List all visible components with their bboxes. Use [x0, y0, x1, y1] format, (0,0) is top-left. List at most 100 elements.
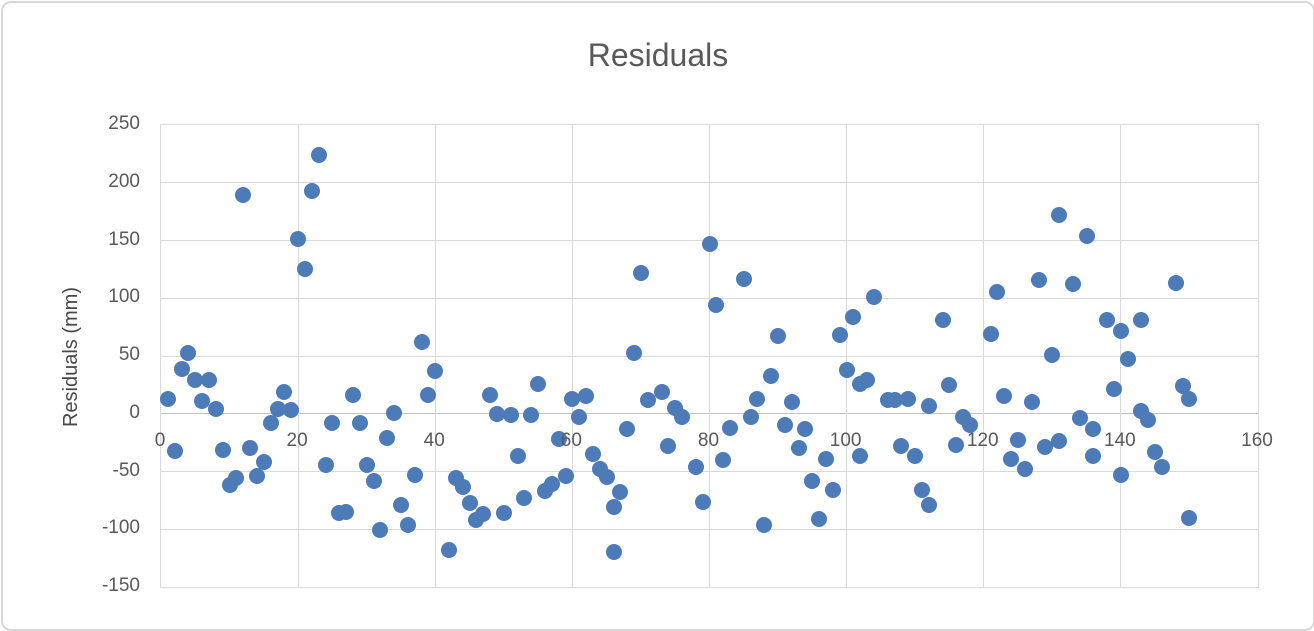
data-point: [413, 334, 430, 351]
data-point: [1085, 420, 1102, 437]
data-point: [365, 472, 382, 489]
data-point: [1167, 275, 1184, 292]
data-point: [228, 470, 245, 487]
data-point: [543, 476, 560, 493]
data-point: [790, 440, 807, 457]
data-point: [920, 496, 937, 513]
data-point: [194, 393, 211, 410]
data-point: [619, 420, 636, 437]
data-point: [653, 383, 670, 400]
data-point: [166, 442, 183, 459]
data-point: [372, 522, 389, 539]
data-point: [859, 372, 876, 389]
data-point: [351, 414, 368, 431]
data-point: [187, 372, 204, 389]
data-point: [578, 388, 595, 405]
data-point: [1154, 458, 1170, 475]
y-tick-label: -50: [112, 459, 140, 481]
data-point: [248, 468, 265, 485]
data-point: [783, 394, 800, 411]
data-point: [811, 510, 828, 527]
data-point: [379, 430, 396, 446]
data-point: [632, 264, 649, 281]
data-point: [920, 397, 937, 414]
data-point: [1051, 433, 1068, 450]
y-tick-label: 250: [108, 113, 140, 134]
data-point: [324, 414, 341, 431]
x-tick-label: 120: [966, 429, 999, 451]
x-tick-label: 140: [1104, 429, 1136, 451]
data-point: [283, 402, 300, 419]
data-point: [639, 391, 656, 408]
data-point: [523, 406, 540, 423]
data-point: [824, 481, 841, 498]
data-point: [310, 147, 327, 164]
gridline-vertical: [983, 125, 985, 587]
data-point: [1119, 351, 1136, 368]
data-point: [962, 417, 979, 434]
data-point: [242, 440, 259, 457]
gridline-vertical: [709, 125, 710, 587]
data-point: [207, 401, 224, 418]
data-point: [269, 401, 286, 418]
data-point: [914, 481, 931, 498]
data-point: [612, 484, 629, 501]
data-point: [1174, 378, 1191, 395]
data-point: [290, 231, 307, 248]
data-point: [1044, 346, 1061, 363]
data-point: [399, 516, 416, 533]
data-point: [763, 367, 780, 384]
data-point: [845, 308, 862, 325]
gridline-vertical: [571, 125, 573, 587]
data-point: [818, 450, 835, 467]
data-point: [1099, 312, 1116, 329]
data-point: [564, 390, 581, 407]
data-point: [866, 289, 883, 306]
y-tick-label: 200: [108, 170, 140, 192]
data-point: [715, 451, 732, 468]
data-point: [893, 438, 910, 455]
data-point: [303, 182, 320, 199]
data-point: [1003, 450, 1020, 467]
data-point: [687, 458, 704, 475]
data-point: [180, 344, 197, 361]
data-point: [831, 327, 848, 344]
data-point: [255, 454, 272, 471]
data-point: [338, 503, 355, 520]
data-point: [530, 375, 547, 392]
data-point: [749, 390, 766, 407]
y-tick-label: 0: [129, 401, 140, 423]
data-point: [571, 409, 588, 426]
data-point: [797, 420, 814, 437]
data-point: [344, 387, 361, 404]
data-point: [907, 448, 924, 465]
data-point: [461, 494, 478, 511]
data-point: [420, 387, 437, 404]
data-point: [584, 446, 601, 463]
data-point: [1106, 381, 1123, 398]
data-point: [276, 383, 293, 400]
data-point: [516, 490, 533, 507]
data-point: [1085, 448, 1102, 465]
data-point: [605, 544, 622, 561]
y-tick-label: -100: [101, 517, 140, 539]
data-point: [406, 466, 423, 483]
data-point: [200, 372, 217, 389]
y-tick-label: 100: [108, 286, 140, 308]
data-point: [900, 390, 917, 407]
data-point: [735, 270, 752, 287]
data-point: [475, 506, 492, 523]
data-point: [948, 436, 965, 453]
x-tick-label: 0: [154, 429, 166, 451]
data-point: [1133, 312, 1150, 329]
data-point: [1078, 227, 1095, 244]
data-point: [386, 404, 403, 421]
data-point: [317, 456, 334, 473]
data-point: [776, 417, 793, 434]
data-point: [1023, 394, 1040, 411]
x-tick-label: 40: [423, 429, 445, 451]
data-point: [427, 363, 444, 379]
data-point: [701, 235, 718, 252]
data-point: [502, 406, 519, 423]
